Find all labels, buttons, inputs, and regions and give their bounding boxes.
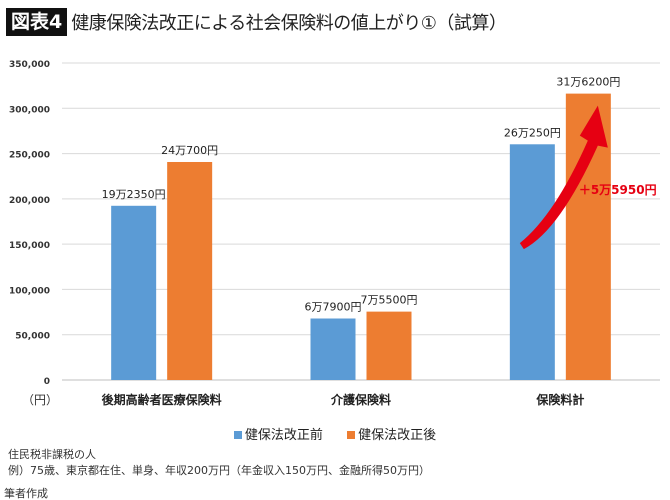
category-label: 後期高齢者医療保険料 — [102, 392, 222, 407]
data-label: 19万2350円 — [102, 188, 166, 201]
bar-after — [167, 161, 213, 380]
source-note: 筆者作成 — [4, 487, 48, 500]
increase-arrow — [519, 105, 608, 250]
increase-annotation: ＋5万5950円 — [579, 183, 657, 197]
category-label: 介護保険料 — [330, 392, 391, 407]
legend: 健保法改正前 健保法改正後 — [0, 424, 670, 443]
y-tick-label: 300,000 — [9, 105, 50, 115]
y-tick-label: 100,000 — [9, 286, 50, 296]
data-label: 31万6200円 — [556, 76, 620, 89]
data-label: 7万5500円 — [361, 294, 418, 307]
data-label: 6万7900円 — [305, 301, 362, 314]
bar-chart: 0 50,000 100,000 150,000 200,000 250,000 300,0… — [9, 60, 660, 407]
bar-before — [310, 318, 356, 380]
chart-title: 健康保険法改正による社会保険料の値上がり①（試算） — [71, 13, 507, 34]
bar-after — [366, 311, 412, 380]
header: 図表4 健康保険法改正による社会保険料の値上がり①（試算） — [6, 8, 507, 36]
y-tick-label: 150,000 — [9, 241, 50, 251]
legend-item-after: 健保法改正後 — [347, 428, 436, 443]
y-tick-label: 350,000 — [9, 60, 50, 70]
legend-item-before: 健保法改正前 — [233, 428, 323, 443]
y-axis-unit: （円） — [22, 393, 58, 407]
y-tick-label: 0 — [44, 377, 50, 387]
legend-label: 健保法改正前 — [244, 428, 323, 443]
y-tick-label: 200,000 — [9, 196, 50, 206]
y-tick-label: 50,000 — [15, 332, 50, 342]
note-line-2: 例）75歳、東京都在住、単身、年収200万円（年金収入150万円、金融所得50万… — [8, 464, 430, 477]
data-label: 26万250円 — [504, 126, 561, 139]
category-label: 保険料計 — [535, 392, 584, 407]
legend-swatch — [347, 431, 356, 439]
bar-before — [111, 205, 157, 380]
figure-badge: 図表4 — [6, 8, 68, 36]
data-label: 24万700円 — [161, 144, 218, 157]
y-tick-label: 250,000 — [9, 151, 50, 161]
legend-label: 健保法改正後 — [358, 428, 437, 443]
note-line-1: 住民税非課税の人 — [8, 448, 96, 461]
legend-swatch — [233, 431, 242, 439]
bar-before — [509, 144, 555, 380]
